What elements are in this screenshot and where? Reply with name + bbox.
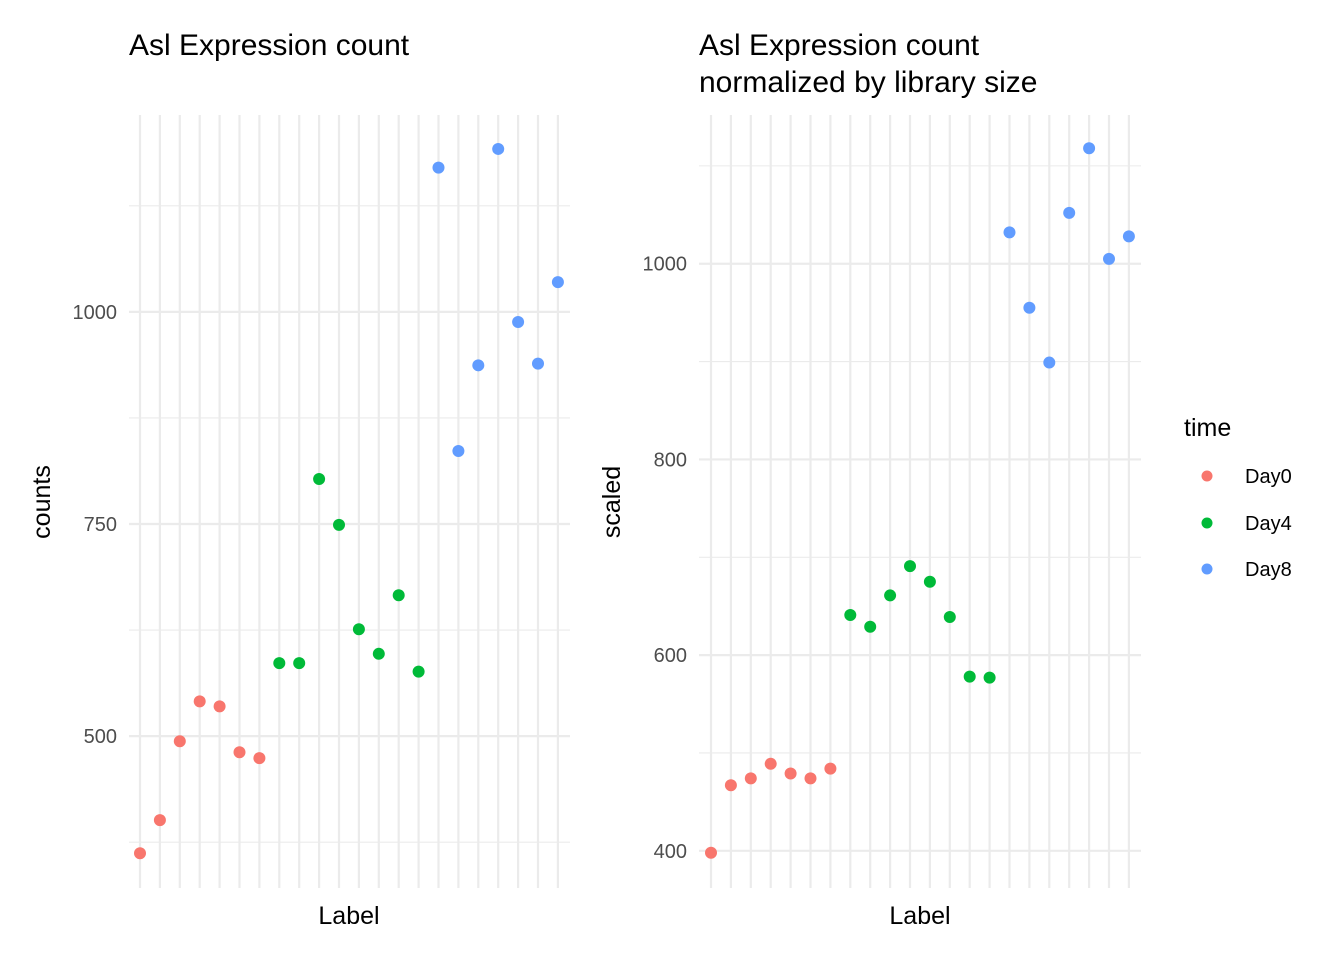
point-day0-1: [705, 846, 717, 859]
point-day8-1: [432, 161, 445, 174]
y-tick-label-1000: 1000: [643, 254, 688, 276]
panel-right: 400 600 800 1000 Asl Expression count norma…: [598, 29, 1141, 930]
point-day8-4: [1063, 206, 1076, 219]
point-day0-6: [233, 746, 246, 759]
point-day8-1: [1003, 226, 1016, 239]
legend-item-day8: Day8: [1201, 559, 1292, 581]
point-day0-1: [134, 847, 146, 860]
point-day4-5: [352, 623, 365, 636]
y-ticks-right: 400 600 800 1000: [643, 254, 688, 863]
point-day8-6: [1103, 252, 1115, 265]
point-day0-7: [824, 762, 837, 775]
point-day4-6: [943, 610, 956, 623]
point-day4-4: [333, 518, 345, 531]
y-tick-label-500: 500: [84, 726, 117, 748]
point-day0-4: [764, 757, 777, 770]
point-day8-7: [1122, 230, 1135, 243]
point-day8-5: [512, 316, 525, 329]
point-day0-3: [744, 772, 757, 785]
point-day4-8: [983, 671, 996, 684]
legend-label-day8: Day8: [1245, 559, 1292, 581]
x-axis-title-right: Label: [889, 902, 950, 930]
point-day0-7: [253, 752, 266, 765]
point-day8-6: [532, 357, 544, 370]
point-day4-2: [293, 657, 306, 670]
point-day0-2: [724, 779, 737, 792]
legend-item-day4: Day4: [1201, 513, 1292, 535]
point-day4-4: [904, 560, 916, 573]
y-tick-label-800: 800: [654, 449, 687, 471]
legend-label-day4: Day4: [1245, 513, 1292, 535]
legend-marker-day4: [1201, 517, 1213, 529]
grid-right: [699, 115, 1141, 888]
point-day8-4: [492, 142, 505, 155]
point-day0-5: [784, 767, 797, 780]
point-day0-2: [153, 814, 166, 827]
legend-label-day0: Day0: [1245, 466, 1292, 488]
points-left: [134, 142, 564, 860]
point-day4-6: [372, 647, 385, 660]
legend-marker-day0: [1201, 470, 1213, 482]
point-day4-3: [313, 473, 326, 486]
point-day4-1: [273, 657, 286, 670]
point-day8-2: [452, 445, 465, 458]
grid-left: [129, 115, 570, 888]
legend: time Day0 Day4 Day8: [1184, 414, 1292, 581]
legend-item-day0: Day0: [1201, 466, 1292, 488]
y-tick-label-750: 750: [84, 514, 117, 536]
legend-title: time: [1184, 414, 1231, 442]
chart-subtitle-right: normalized by library size: [699, 66, 1037, 99]
y-tick-label-1000: 1000: [73, 302, 118, 324]
point-day4-5: [923, 575, 936, 588]
point-day0-5: [213, 700, 226, 713]
legend-marker-day8: [1201, 563, 1213, 575]
points-right: [705, 142, 1135, 859]
point-day0-6: [804, 772, 817, 785]
point-day4-2: [864, 620, 877, 633]
point-day8-3: [1043, 356, 1056, 369]
point-day8-3: [472, 359, 485, 372]
point-day8-5: [1083, 142, 1096, 155]
y-tick-label-600: 600: [654, 645, 687, 667]
y-ticks-left: 500 750 1000: [73, 302, 118, 748]
point-day8-2: [1023, 301, 1036, 314]
chart-title-right: Asl Expression count: [699, 29, 980, 62]
point-day4-3: [884, 589, 897, 602]
y-axis-title-right: scaled: [598, 466, 626, 538]
point-day8-7: [551, 276, 564, 289]
point-day0-3: [173, 735, 186, 748]
y-axis-title-left: counts: [28, 465, 56, 539]
x-axis-title-left: Label: [318, 902, 379, 930]
point-day4-8: [412, 665, 425, 678]
y-tick-label-400: 400: [654, 841, 687, 863]
panel-left: 500 750 1000 Asl Expression count Label co…: [28, 29, 570, 930]
point-day4-1: [844, 609, 857, 622]
chart-title-left: Asl Expression count: [129, 29, 410, 62]
point-day4-7: [963, 670, 976, 683]
point-day4-7: [392, 589, 405, 602]
point-day0-4: [193, 695, 206, 708]
